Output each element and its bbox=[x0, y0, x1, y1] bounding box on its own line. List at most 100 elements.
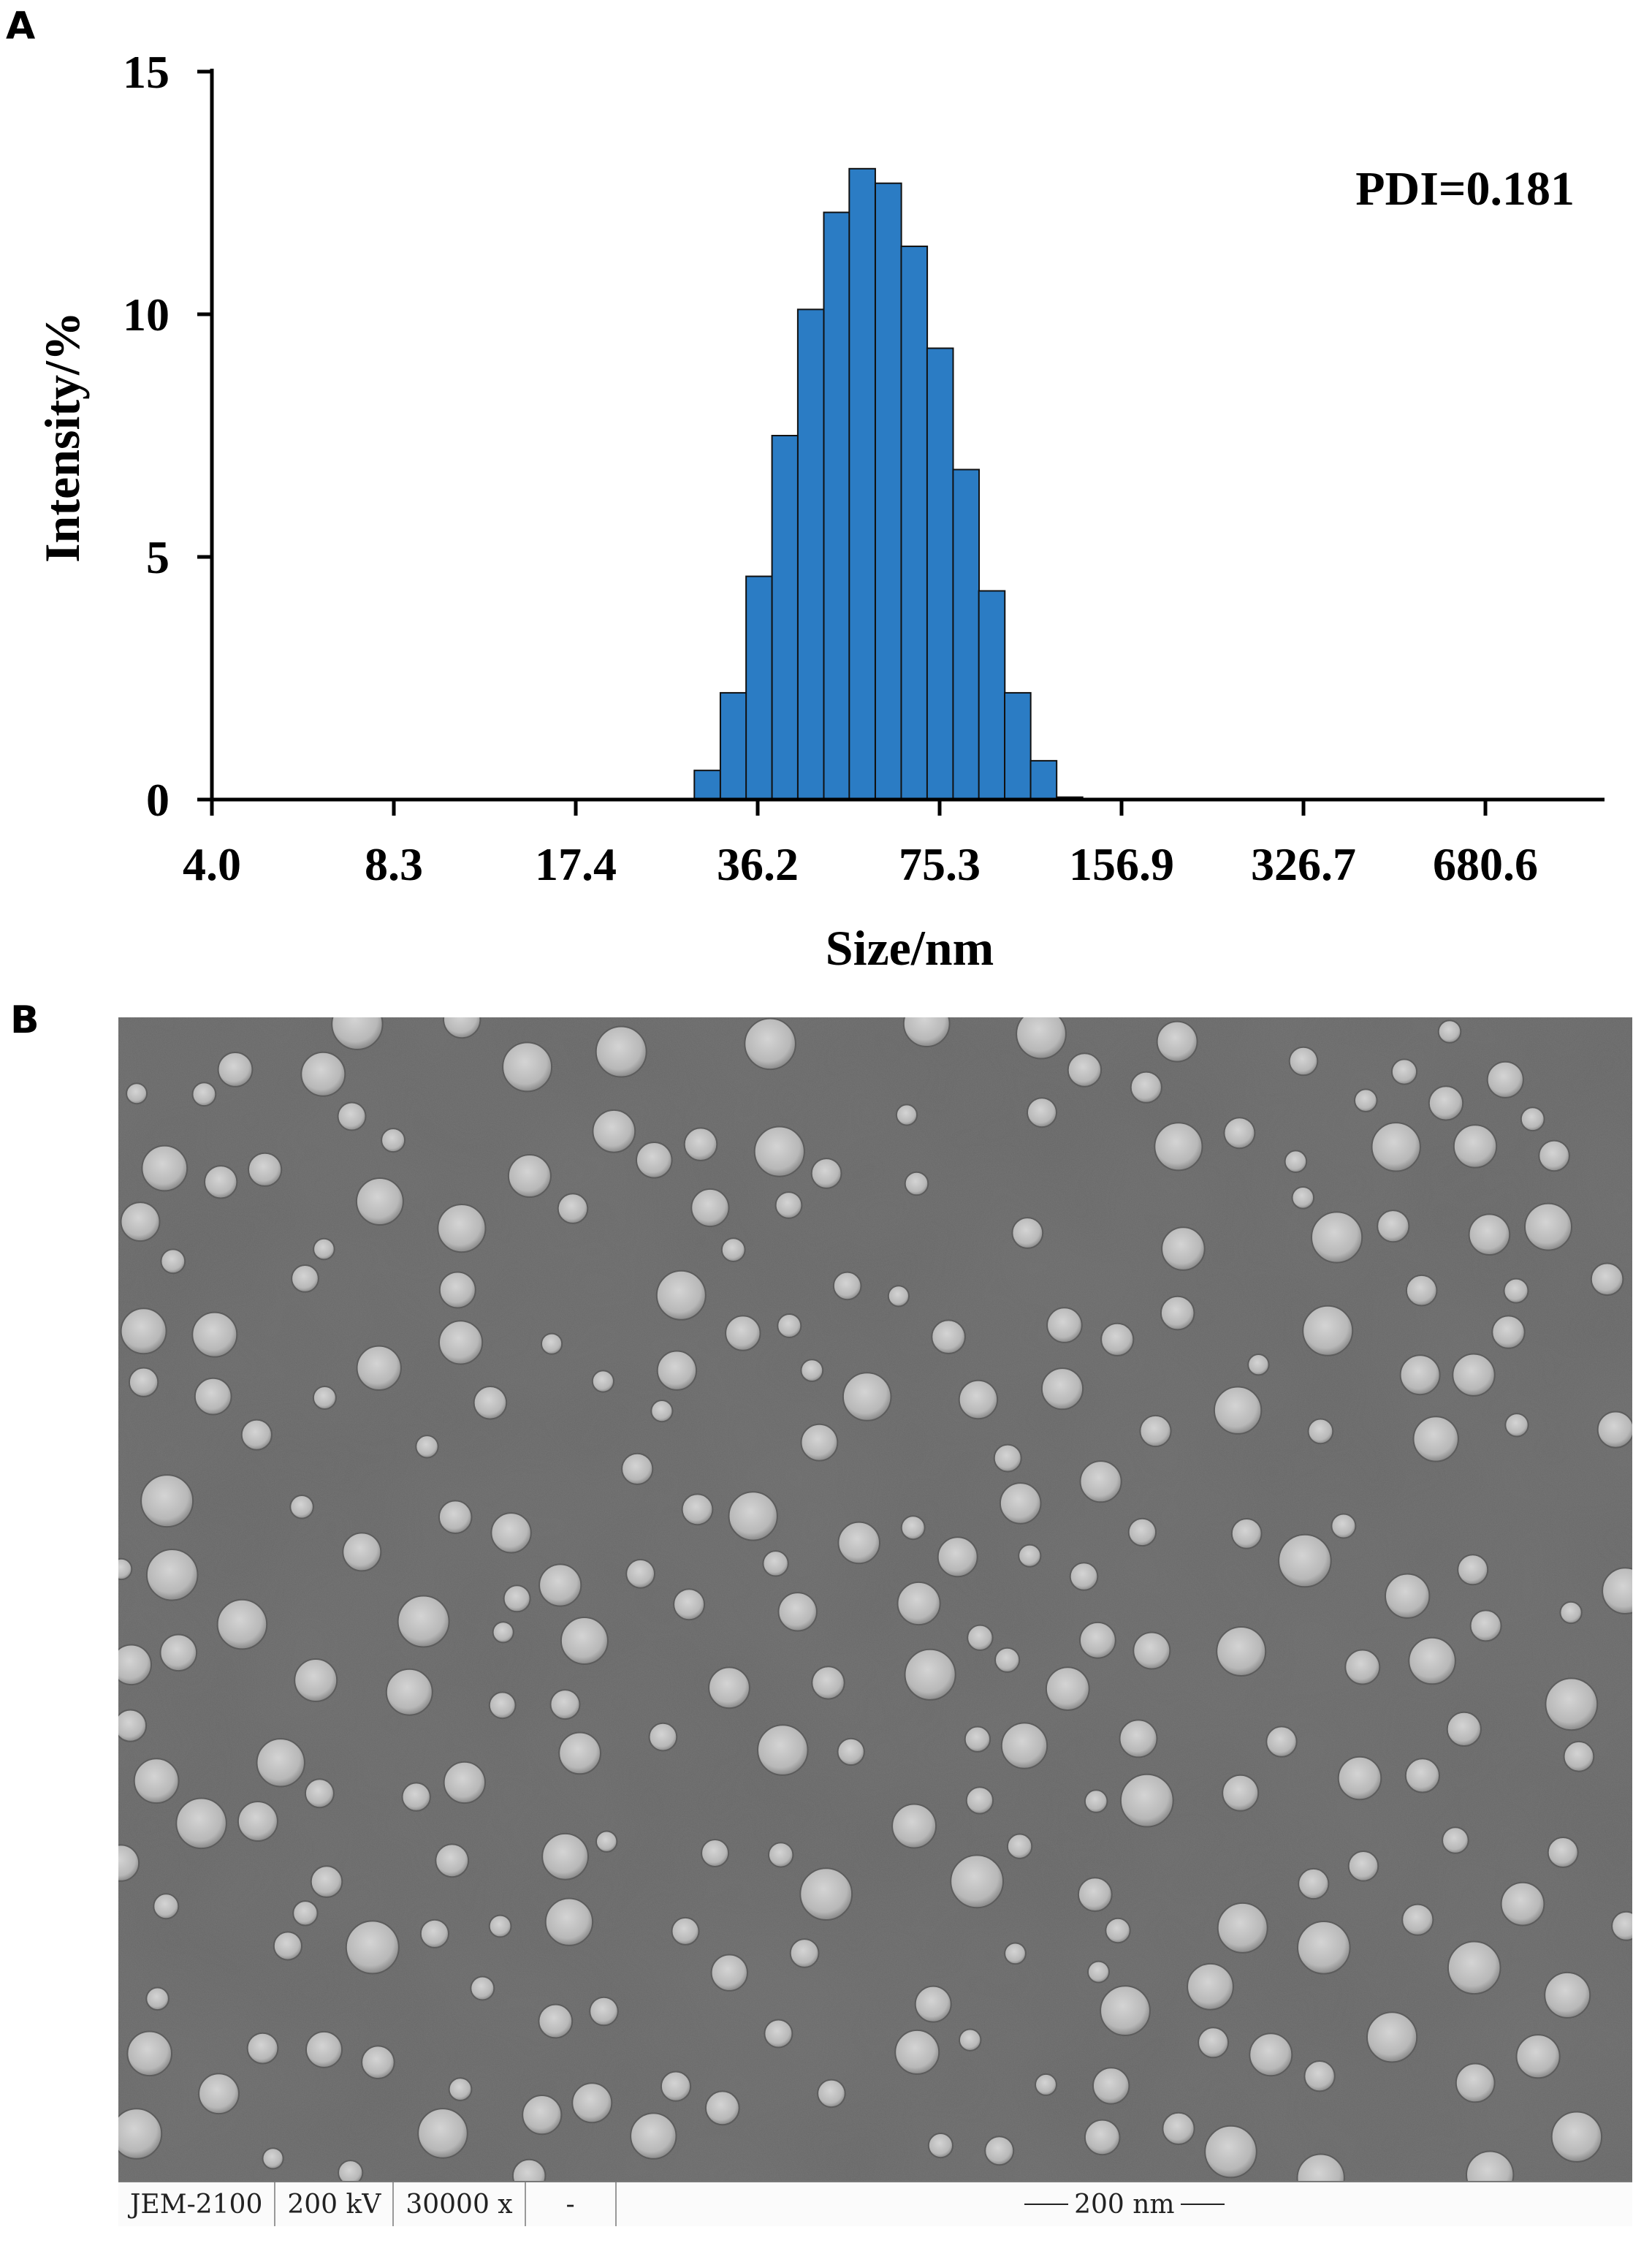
nanoparticle bbox=[355, 1177, 404, 1226]
labels-layer: 0 5 10 15 4.0 8.3 17.4 36.2 75.3 156.9 326.7 680.6 bbox=[123, 46, 1538, 890]
nanoparticle bbox=[294, 1658, 338, 1702]
nanoparticle bbox=[1455, 2062, 1496, 2103]
nanoparticle bbox=[1520, 1107, 1545, 1132]
histogram-bar bbox=[900, 246, 929, 801]
nanoparticle bbox=[1119, 1773, 1174, 1828]
tem-dash: - bbox=[526, 2182, 617, 2226]
nanoparticle bbox=[1486, 1060, 1524, 1098]
nanoparticle bbox=[502, 1041, 553, 1093]
nanoparticle bbox=[1204, 2125, 1257, 2179]
histogram-bar bbox=[848, 167, 876, 801]
nanoparticle bbox=[1156, 1020, 1198, 1063]
nanoparticle bbox=[904, 1648, 956, 1701]
nanoparticle bbox=[216, 1598, 268, 1650]
nanoparticle bbox=[650, 1400, 674, 1423]
nanoparticle bbox=[774, 1191, 803, 1219]
nanoparticle bbox=[591, 1370, 615, 1393]
y-tick-label: 0 bbox=[146, 774, 170, 826]
nanoparticle bbox=[1307, 1418, 1334, 1445]
nanoparticle bbox=[204, 1165, 238, 1199]
panel-a-label: A bbox=[6, 4, 36, 48]
tem-micrograph: JEM-2100 200 kV 30000 x - 200 nm bbox=[118, 1017, 1632, 2226]
nanoparticle bbox=[704, 2090, 740, 2126]
nanoparticle bbox=[777, 1313, 802, 1338]
nanoparticle bbox=[300, 1051, 346, 1097]
nanoparticle bbox=[625, 1558, 655, 1589]
nanoparticle bbox=[1265, 1726, 1298, 1758]
nanoparticle bbox=[342, 1532, 382, 1572]
x-tick-label: 17.4 bbox=[535, 838, 617, 890]
y-tick-label: 5 bbox=[146, 531, 170, 583]
nanoparticle bbox=[237, 1801, 278, 1842]
nanoparticle bbox=[145, 1549, 199, 1601]
nanoparticle bbox=[313, 1237, 335, 1261]
nanoparticle bbox=[1538, 1139, 1570, 1172]
nanoparticle bbox=[419, 1918, 449, 1948]
nanoparticle bbox=[1559, 1601, 1583, 1625]
nanoparticle bbox=[958, 1379, 999, 1420]
nanoparticle bbox=[1079, 1621, 1116, 1659]
nanoparticles bbox=[118, 1017, 1632, 2181]
nanoparticle bbox=[503, 1584, 531, 1613]
nanoparticle bbox=[1040, 1367, 1084, 1411]
nanoparticle bbox=[194, 1377, 232, 1416]
nanoparticle bbox=[1119, 1719, 1158, 1758]
nanoparticle bbox=[690, 1188, 730, 1228]
nanoparticle bbox=[902, 1017, 951, 1047]
nanoparticle bbox=[488, 1691, 517, 1720]
nanoparticle bbox=[120, 1202, 161, 1242]
x-tick-label: 8.3 bbox=[365, 838, 423, 890]
nanoparticle bbox=[1366, 2011, 1418, 2063]
nanoparticle bbox=[1545, 1677, 1599, 1731]
histogram-bar bbox=[719, 691, 747, 800]
nanoparticle bbox=[701, 1839, 730, 1867]
nanoparticle bbox=[1162, 2111, 1195, 2146]
nanoparticle bbox=[984, 2136, 1015, 2166]
nanoparticle bbox=[557, 1193, 589, 1224]
nanoparticle bbox=[800, 1423, 839, 1462]
nanoparticle bbox=[1130, 1071, 1162, 1104]
nanoparticle bbox=[1045, 1666, 1090, 1711]
nanoparticle bbox=[273, 1931, 302, 1961]
nanoparticle bbox=[768, 1842, 794, 1868]
nanoparticle bbox=[126, 1082, 148, 1105]
nanoparticle bbox=[708, 1666, 750, 1709]
nanoparticle bbox=[118, 1644, 152, 1686]
nanoparticle bbox=[1154, 1122, 1203, 1172]
nanoparticle bbox=[1563, 1740, 1595, 1772]
nanoparticle bbox=[950, 1854, 1004, 1909]
nanoparticle bbox=[753, 1126, 805, 1177]
nanoparticle bbox=[1027, 1097, 1057, 1128]
nanoparticle bbox=[1453, 1124, 1498, 1169]
nanoparticle bbox=[1298, 1867, 1330, 1900]
nanoparticle bbox=[595, 1830, 618, 1853]
nanoparticle bbox=[118, 1844, 140, 1882]
nanoparticle bbox=[1217, 1902, 1268, 1954]
nanoparticle bbox=[673, 1588, 706, 1621]
nanoparticle bbox=[1302, 1305, 1354, 1356]
nanoparticle bbox=[1198, 2027, 1230, 2059]
nanoparticle bbox=[1278, 1533, 1332, 1588]
nanoparticle bbox=[1297, 1921, 1351, 1975]
nanoparticle bbox=[681, 1493, 714, 1526]
nanoparticle bbox=[248, 1152, 283, 1187]
nanoparticle bbox=[1503, 1278, 1529, 1304]
nanoparticle bbox=[1500, 1881, 1545, 1927]
nanoparticle bbox=[128, 1367, 159, 1397]
nanoparticle bbox=[1590, 1262, 1624, 1297]
nanoparticle bbox=[256, 1738, 305, 1788]
tem-image bbox=[118, 1017, 1632, 2181]
nanoparticle bbox=[417, 2108, 468, 2159]
nanoparticle bbox=[1602, 1567, 1632, 1614]
nanoparticle bbox=[1187, 1962, 1234, 2011]
nanoparticle bbox=[1303, 2060, 1336, 2092]
nanoparticle bbox=[304, 1778, 335, 1809]
nanoparticle bbox=[438, 1271, 476, 1309]
nanoparticle bbox=[490, 1512, 532, 1554]
nanoparticle bbox=[993, 1443, 1022, 1473]
x-tick-label: 75.3 bbox=[899, 838, 981, 890]
nanoparticle bbox=[595, 1025, 647, 1078]
tem-voltage: 200 kV bbox=[275, 2182, 395, 2226]
nanoparticle bbox=[762, 1550, 789, 1577]
